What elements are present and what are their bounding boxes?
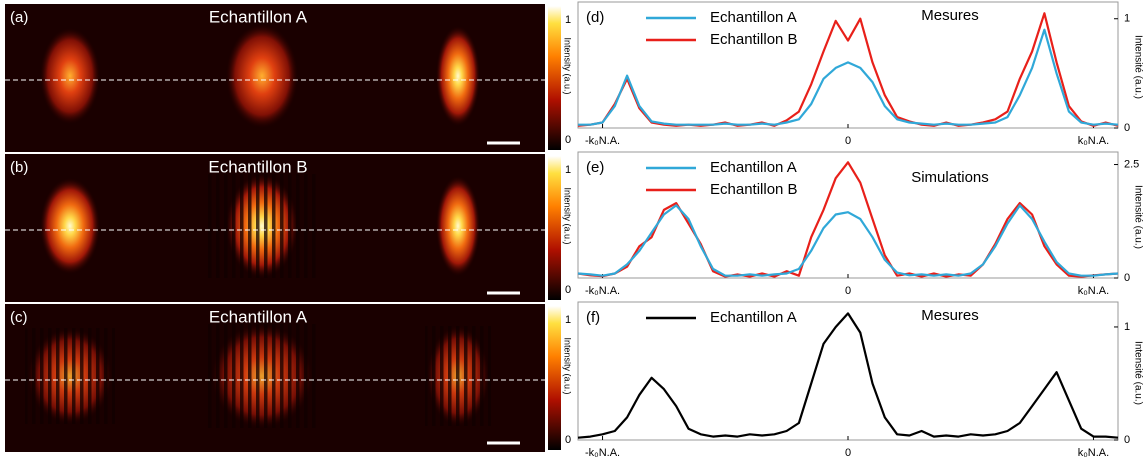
- panel-label: (d): [586, 9, 604, 26]
- panel-label: (b): [10, 159, 28, 176]
- x-tick-label: k₀N.A.: [1078, 285, 1109, 297]
- x-tick-label: -k₀N.A.: [585, 135, 620, 147]
- y-axis-label: Intensité (a.u.): [1132, 35, 1143, 99]
- legend-label: Echantillon A: [710, 159, 797, 176]
- colorbar-tick-label: 1: [565, 14, 571, 26]
- image-panel: (a) Echantillon A 0 1 Intensity (a.u.): [5, 4, 573, 152]
- colorbar: [548, 306, 561, 450]
- panel-label: (e): [586, 159, 604, 176]
- legend-label: Echantillon A: [710, 9, 797, 26]
- colorbar-label: Intensity (a.u.): [563, 337, 573, 394]
- colorbar-label: Intensity (a.u.): [563, 37, 573, 94]
- x-tick-label: -k₀N.A.: [585, 285, 620, 297]
- x-tick-label: k₀N.A.: [1078, 135, 1109, 147]
- colorbar: [548, 156, 561, 300]
- data-line: [577, 161, 1119, 278]
- colorbar: [548, 6, 561, 150]
- intensity-spot: [40, 28, 100, 124]
- legend-label: Echantillon B: [710, 181, 798, 198]
- annotation: Mesures: [921, 7, 979, 24]
- colorbar-tick-label: 1: [565, 314, 571, 326]
- panel-title: Echantillon A: [209, 7, 308, 26]
- y-tick-label: 0: [1124, 434, 1130, 446]
- x-tick-label: k₀N.A.: [1078, 447, 1109, 459]
- intensity-spot: [436, 176, 480, 276]
- colorbar-tick-label: 1: [565, 164, 571, 176]
- legend-label: Echantillon A: [710, 309, 797, 326]
- fringes: [208, 174, 316, 278]
- intensity-spot: [40, 178, 100, 274]
- image-panel: (c) Echantillon A 0 1 Intensity (a.u.): [5, 304, 573, 452]
- x-tick-label: 0: [845, 447, 851, 459]
- y-tick-label: 1: [1124, 13, 1130, 25]
- y-axis-label: Intensité (a.u.): [1132, 341, 1143, 405]
- fringes: [208, 324, 316, 428]
- intensity-spot: [226, 24, 298, 128]
- panel-title: Echantillon A: [209, 307, 308, 326]
- intensity-spot: [436, 26, 480, 126]
- colorbar-tick-label: 0: [565, 434, 571, 446]
- fringes: [425, 326, 491, 426]
- annotation: Mesures: [921, 307, 979, 324]
- x-tick-label: 0: [845, 135, 851, 147]
- data-line: [578, 28, 1119, 126]
- y-tick-label: 1: [1124, 321, 1130, 333]
- colorbar-label: Intensity (a.u.): [563, 187, 573, 244]
- colorbar-tick-label: 0: [565, 134, 571, 146]
- data-line: [577, 204, 1119, 277]
- panel-label: (f): [586, 309, 600, 326]
- plot-frame: [577, 301, 1119, 441]
- panel-title: Echantillon B: [208, 157, 307, 176]
- data-line: [577, 312, 1119, 439]
- y-tick-label: 0: [1124, 122, 1130, 134]
- plot-frame: [577, 1, 1119, 129]
- panel-label: (c): [10, 309, 28, 326]
- x-tick-label: 0: [845, 285, 851, 297]
- image-panel: (b) Echantillon B 0 1 Intensity (a.u.): [5, 154, 573, 302]
- colorbar-tick-label: 0: [565, 284, 571, 296]
- legend-label: Echantillon B: [710, 31, 798, 48]
- y-axis-label: Intensité (a.u.): [1132, 185, 1143, 249]
- y-tick-label: 2.5: [1124, 158, 1139, 170]
- fringes: [25, 328, 115, 424]
- panel-label: (a): [10, 9, 28, 26]
- y-tick-label: 0: [1124, 272, 1130, 284]
- annotation: Simulations: [911, 169, 989, 186]
- plot-frame: [577, 151, 1119, 279]
- x-tick-label: -k₀N.A.: [585, 447, 620, 459]
